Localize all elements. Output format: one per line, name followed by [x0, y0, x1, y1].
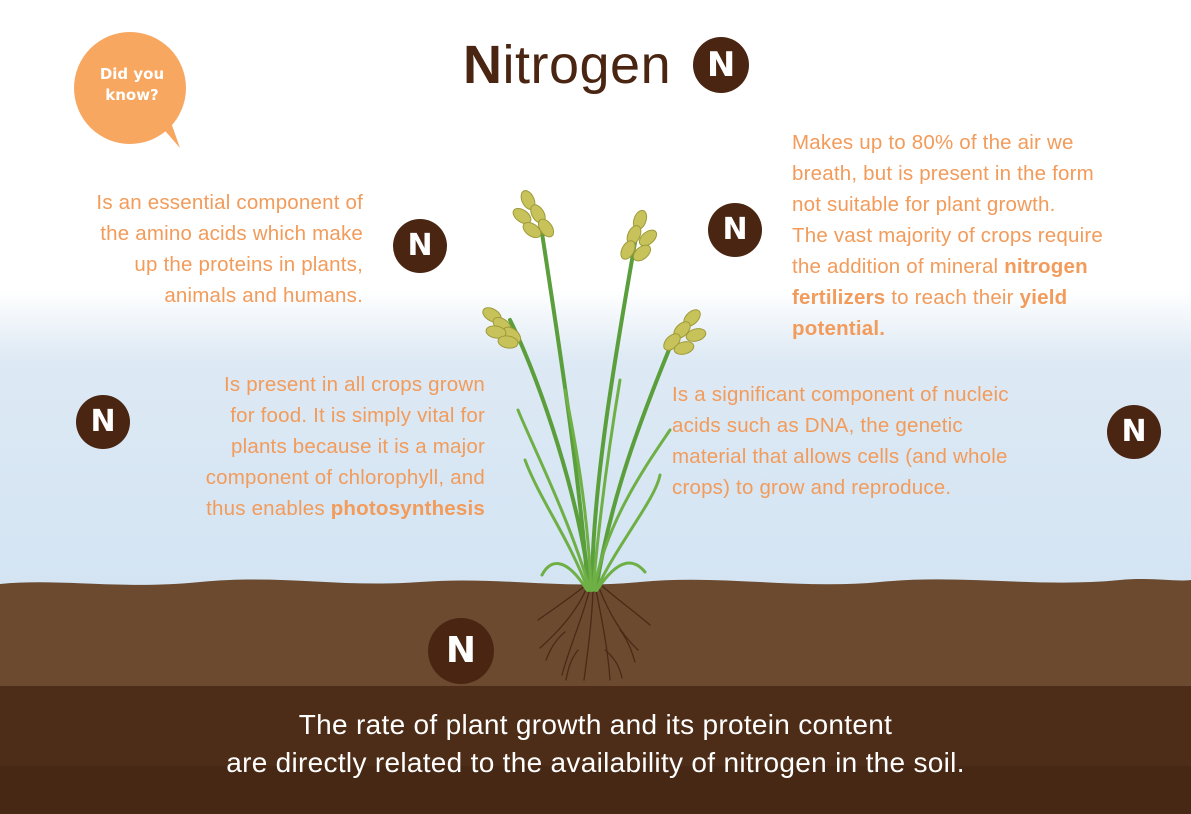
fact-text: thus enables: [206, 497, 331, 520]
fact-line: Is a significant component of nucleic: [672, 383, 1009, 406]
badge-letter: N: [1121, 414, 1147, 449]
badge-letter: N: [722, 212, 748, 247]
fact-line: up the proteins in plants,: [134, 253, 363, 276]
footer-line-1: The rate of plant growth and its protein…: [298, 709, 893, 740]
fact-line: crops) to grow and reproduce.: [672, 476, 952, 499]
fact-line: fertilizers to reach their yield: [792, 282, 1187, 313]
fact-line: for food. It is simply vital for: [230, 404, 485, 427]
fact-line: breath, but is present in the form: [792, 162, 1094, 185]
callout-line-2: know?: [105, 86, 159, 104]
fact-line: not suitable for plant growth.: [792, 193, 1056, 216]
soil-background: [0, 579, 1191, 814]
fact-line: plants because it is a major: [230, 435, 485, 458]
fact-line: the amino acids which make: [100, 222, 363, 245]
badge-letter: N: [90, 404, 116, 439]
fact-bold-text: potential.: [792, 317, 886, 340]
nitrogen-badge-icon: N: [708, 203, 762, 257]
fact-crops-chlorophyll: Is present in all crops grown for food. …: [105, 369, 485, 524]
title-rest: itrogen: [502, 35, 672, 95]
callout-text: Did you know?: [72, 30, 192, 140]
did-you-know-callout: Did you know?: [72, 30, 192, 152]
fact-air-composition: Makes up to 80% of the air we breath, bu…: [792, 127, 1187, 344]
page-title: Nitrogen N: [463, 30, 750, 100]
fact-bold-text: fertilizers: [792, 286, 886, 309]
fact-line: potential.: [792, 313, 1187, 344]
fact-amino-acids: Is an essential component of the amino a…: [23, 187, 363, 311]
fact-line: the addition of mineral nitrogen: [792, 251, 1187, 282]
nitrogen-badge-icon: N: [76, 395, 130, 449]
fact-text: the addition of mineral: [792, 255, 1005, 278]
fact-line: The vast majority of crops require: [792, 224, 1103, 247]
wheat-plant-illustration: [482, 190, 707, 681]
nitrogen-badge-icon: N: [428, 618, 494, 684]
nitrogen-badge-icon: N: [693, 37, 750, 93]
callout-line-1: Did you: [99, 65, 165, 83]
nitrogen-badge-icon: N: [1107, 405, 1161, 459]
title-first-letter: N: [463, 35, 503, 95]
title-text: Nitrogen: [463, 34, 671, 96]
fact-bold-text: yield: [1019, 286, 1068, 309]
fact-bold-text: nitrogen: [1004, 255, 1088, 278]
fact-text: to reach their: [885, 286, 1020, 309]
fact-line: Is present in all crops grown: [223, 373, 485, 396]
footer-statement: The rate of plant growth and its protein…: [0, 706, 1191, 782]
fact-line: acids such as DNA, the genetic: [672, 414, 963, 437]
nitrogen-badge-icon: N: [393, 219, 447, 273]
fact-line: thus enables photosynthesis: [105, 493, 485, 524]
speech-bubble-icon: [74, 32, 186, 148]
badge-letter: N: [445, 630, 477, 671]
fact-line: Makes up to 80% of the air we: [792, 131, 1074, 154]
fact-bold-text: photosynthesis: [330, 497, 485, 520]
fact-line: animals and humans.: [164, 284, 363, 307]
footer-line-2: are directly related to the availability…: [226, 747, 965, 778]
fact-nucleic-acids: Is a significant component of nucleic ac…: [672, 379, 1112, 503]
badge-letter: N: [407, 228, 433, 263]
fact-line: Is an essential component of: [96, 191, 363, 214]
badge-letter: N: [706, 45, 736, 85]
fact-line: component of chlorophyll, and: [205, 466, 485, 489]
fact-line: material that allows cells (and whole: [672, 445, 1008, 468]
